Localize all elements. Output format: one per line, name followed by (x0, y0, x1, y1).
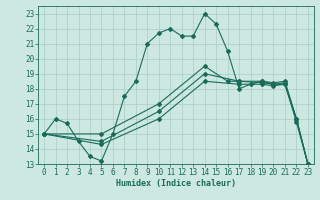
X-axis label: Humidex (Indice chaleur): Humidex (Indice chaleur) (116, 179, 236, 188)
